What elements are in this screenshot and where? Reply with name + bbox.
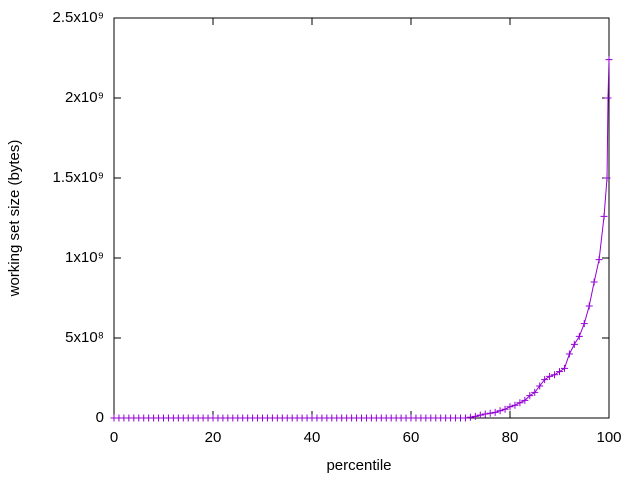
data-line	[114, 59, 610, 419]
data-point	[595, 256, 603, 264]
data-point	[511, 401, 519, 409]
data-point	[461, 414, 469, 422]
data-point	[604, 94, 612, 102]
data-point	[600, 212, 608, 220]
data-point	[546, 372, 554, 380]
data-point	[526, 392, 534, 400]
data-point	[570, 340, 578, 348]
data-point	[466, 413, 474, 421]
x-tick-label: 40	[304, 429, 321, 446]
y-tick-label: 1x10⁹	[65, 249, 104, 266]
x-tick-label: 80	[502, 429, 519, 446]
data-point	[516, 399, 524, 407]
data-point	[590, 278, 598, 286]
data-point	[536, 382, 544, 390]
data-point	[471, 412, 479, 420]
y-axis-label: working set size (bytes)	[6, 140, 23, 298]
y-tick-label: 0	[96, 409, 104, 426]
x-axis-label: percentile	[326, 457, 391, 474]
data-point	[605, 56, 613, 64]
data-point	[506, 403, 514, 411]
data-point	[541, 376, 549, 384]
data-point	[603, 174, 611, 182]
data-point	[565, 350, 573, 358]
data-point	[496, 407, 504, 415]
y-tick-label: 5x10⁸	[65, 329, 104, 346]
data-point	[556, 368, 563, 376]
data-point	[531, 388, 539, 396]
data-point	[580, 320, 588, 328]
data-point	[575, 332, 583, 340]
data-point	[560, 364, 568, 372]
data-point	[585, 302, 593, 310]
data-point	[501, 405, 509, 413]
data-point	[481, 410, 489, 418]
x-tick-label: 100	[596, 429, 621, 446]
data-point	[521, 396, 529, 404]
data-point	[491, 408, 499, 416]
y-tick-label: 1.5x10⁹	[53, 169, 104, 186]
x-tick-label: 20	[205, 429, 222, 446]
data-point	[551, 371, 559, 379]
data-point	[486, 409, 494, 417]
x-tick-label: 60	[403, 429, 420, 446]
x-tick-label: 0	[110, 429, 118, 446]
plot-frame	[113, 17, 610, 419]
data-point	[476, 411, 484, 419]
y-tick-label: 2.5x10⁹	[53, 9, 104, 26]
y-tick-label: 2x10⁹	[65, 89, 104, 106]
